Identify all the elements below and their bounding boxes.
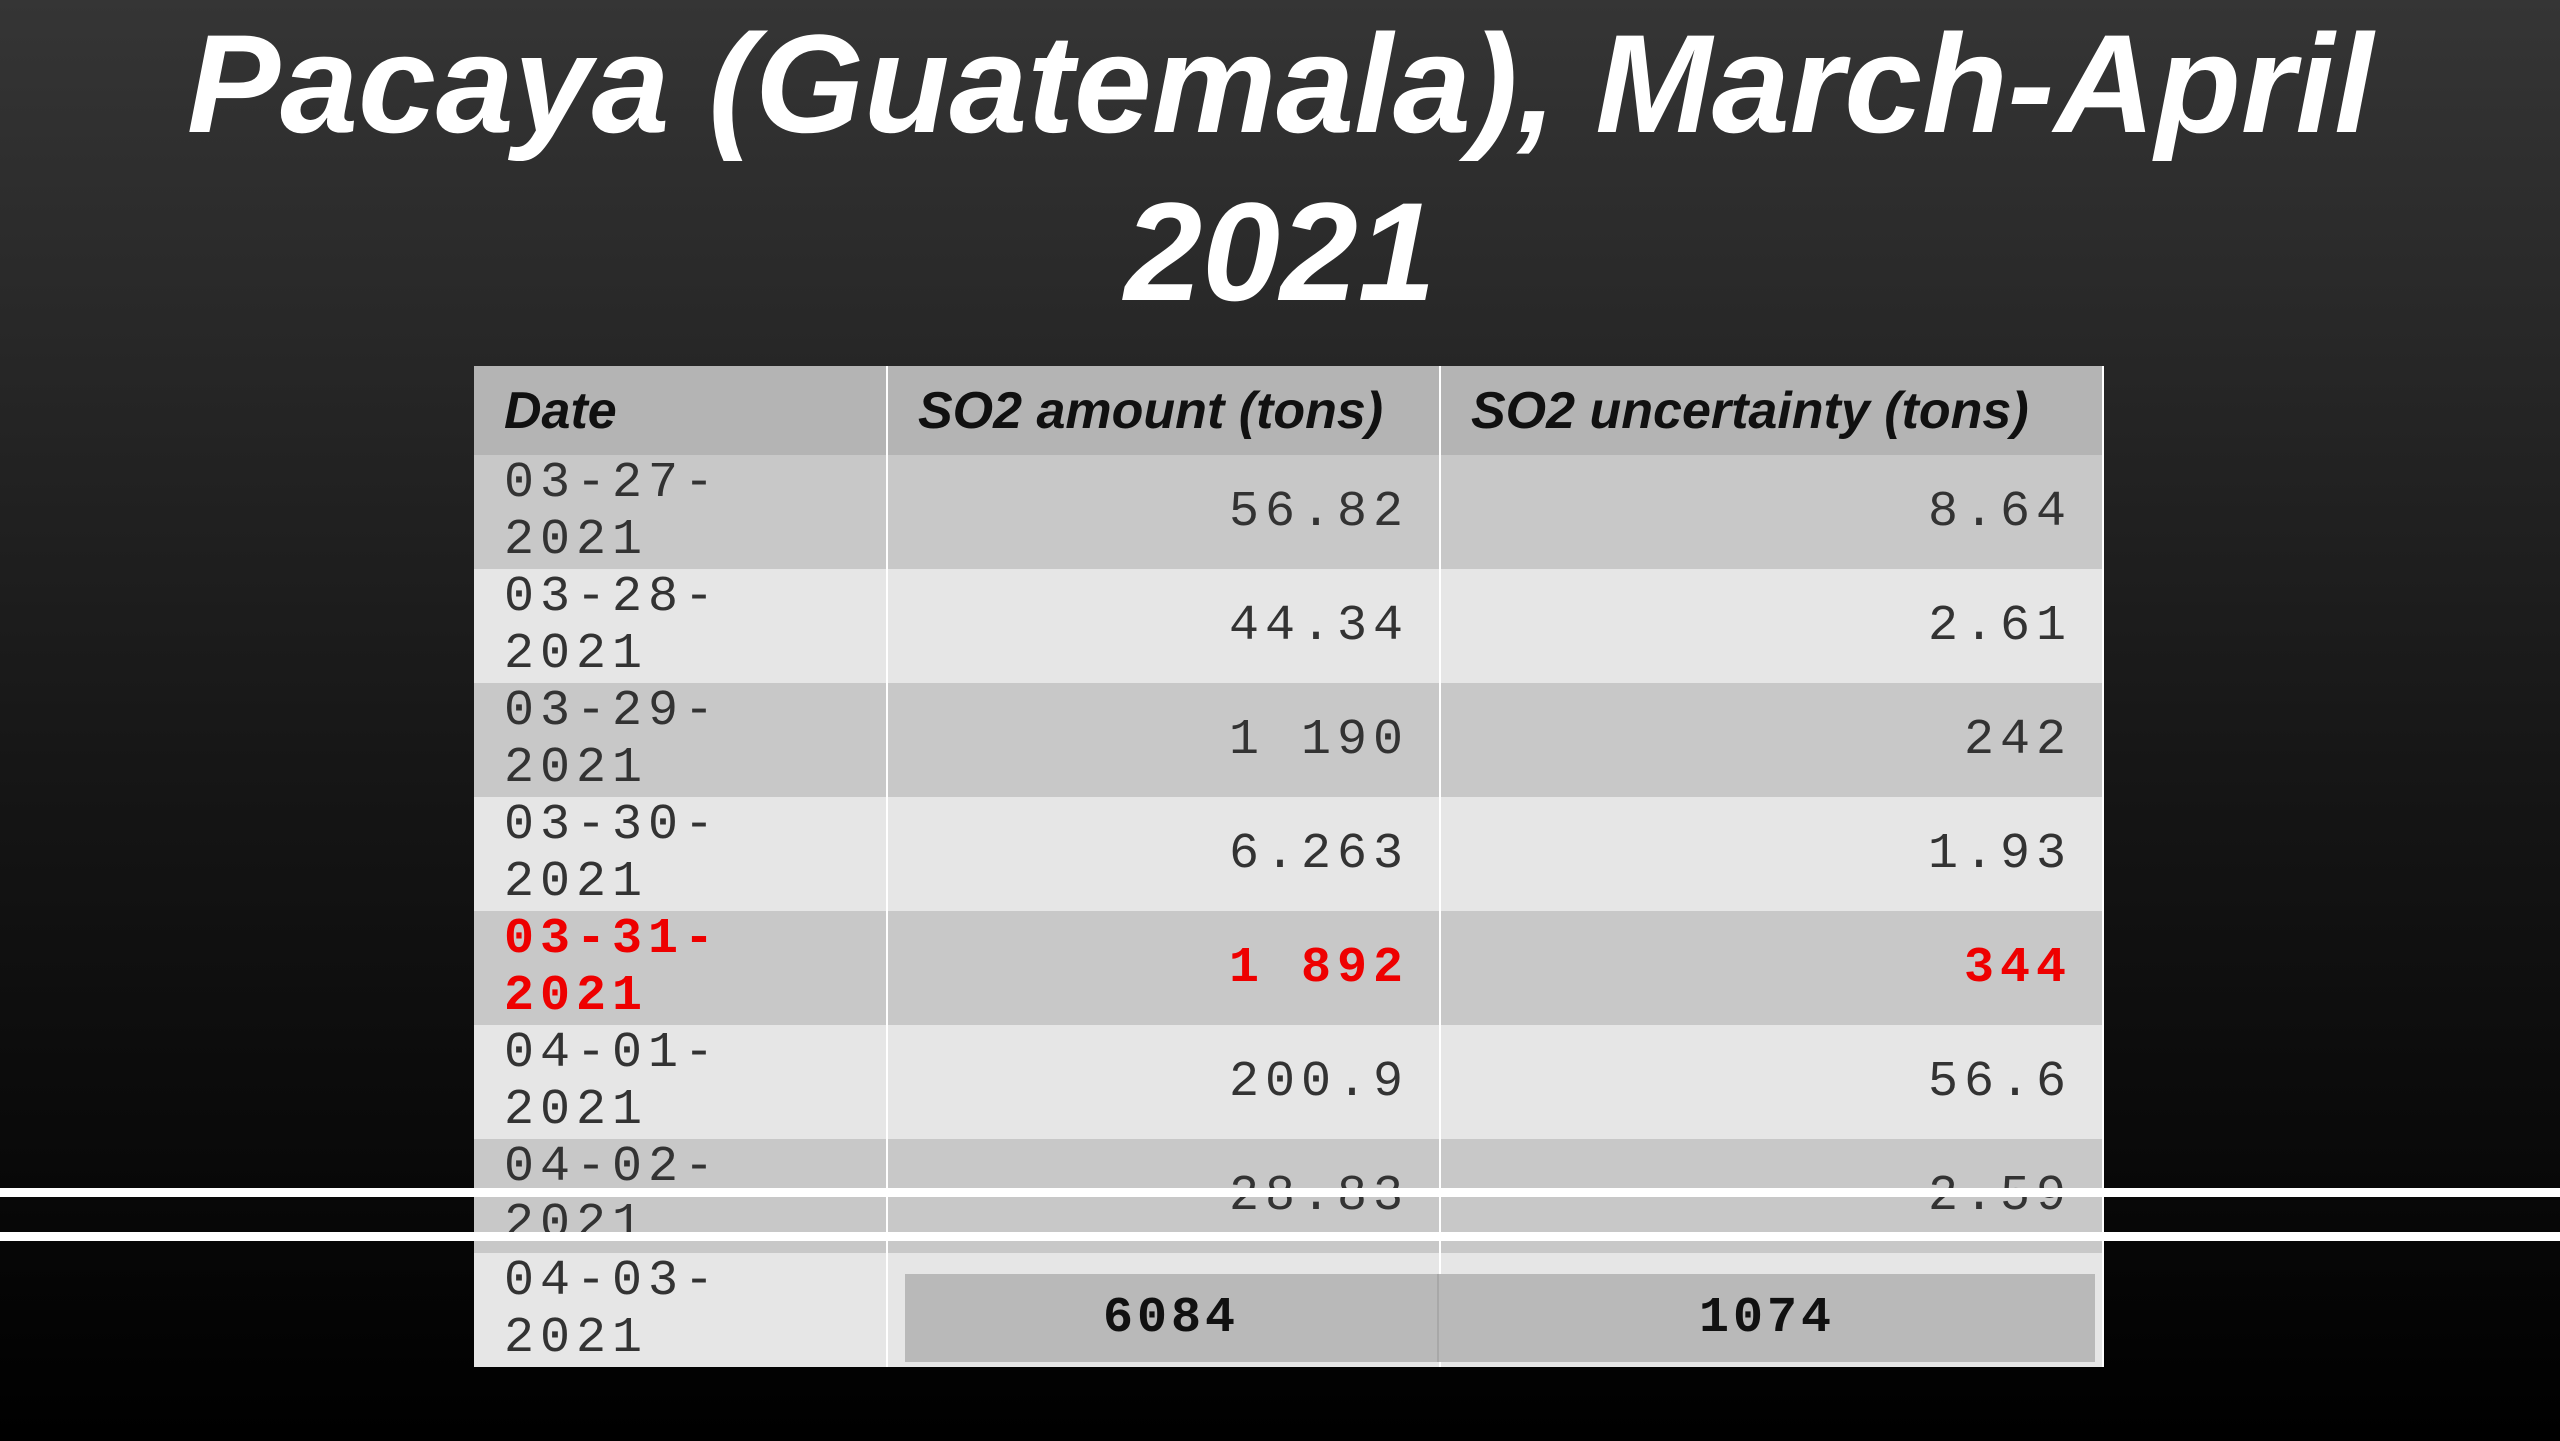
table-row: 03-31-2021 1 892 344 (474, 911, 2104, 1025)
value-cell: 1 892 (887, 911, 1441, 1025)
divider-line (0, 1232, 2560, 1241)
slide-title: Pacaya (Guatemala), March-April 2021 (186, 5, 2374, 330)
date-cell: 03-29-2021 (474, 683, 888, 797)
value-cell: 242 (1440, 683, 2104, 797)
table-row: 03-28-2021 44.34 2.61 (474, 569, 2104, 683)
header-cell: SO2 uncertainty (tons) (1440, 366, 2104, 455)
date-cell: 04-01-2021 (474, 1025, 888, 1139)
so2-table: Date SO2 amount (tons) SO2 uncertainty (to… (474, 366, 2104, 1367)
divider-line (0, 1188, 2560, 1197)
date-cell: 03-31-2021 (474, 911, 888, 1025)
value-cell: 44.34 (887, 569, 1441, 683)
header-row: Date SO2 amount (tons) SO2 uncertainty (to… (474, 366, 2104, 455)
value-cell: 1 190 (887, 683, 1441, 797)
table-row: 03-27-2021 56.82 8.64 (474, 455, 2104, 569)
value-cell: 6.263 (887, 797, 1441, 911)
value-cell: 8.64 (1440, 455, 2104, 569)
value-cell: 2.61 (1440, 569, 2104, 683)
date-cell: 03-27-2021 (474, 455, 888, 569)
date-cell: 03-28-2021 (474, 569, 888, 683)
value-cell: 344 (1440, 911, 2104, 1025)
header-cell: SO2 amount (tons) (887, 366, 1441, 455)
header-cell: Date (474, 366, 888, 455)
table-row: 03-29-2021 1 190 242 (474, 683, 2104, 797)
value-cell: 56.82 (887, 455, 1441, 569)
table-row: 04-01-2021 200.9 56.6 (474, 1025, 2104, 1139)
total-cell: 6084 (905, 1274, 1439, 1362)
table-row: 03-30-2021 6.263 1.93 (474, 797, 2104, 911)
date-cell: 03-30-2021 (474, 797, 888, 911)
totals-row: 6084 1074 (905, 1274, 2095, 1362)
date-cell: 04-03-2021 (474, 1253, 888, 1367)
total-cell: 1074 (1698, 1289, 1836, 1347)
value-cell: 200.9 (887, 1025, 1441, 1139)
value-cell: 1.93 (1440, 797, 2104, 911)
table-body: 03-27-2021 56.82 8.64 03-28-2021 44.34 2.61 03… (474, 455, 2104, 1367)
value-cell: 56.6 (1440, 1025, 2104, 1139)
